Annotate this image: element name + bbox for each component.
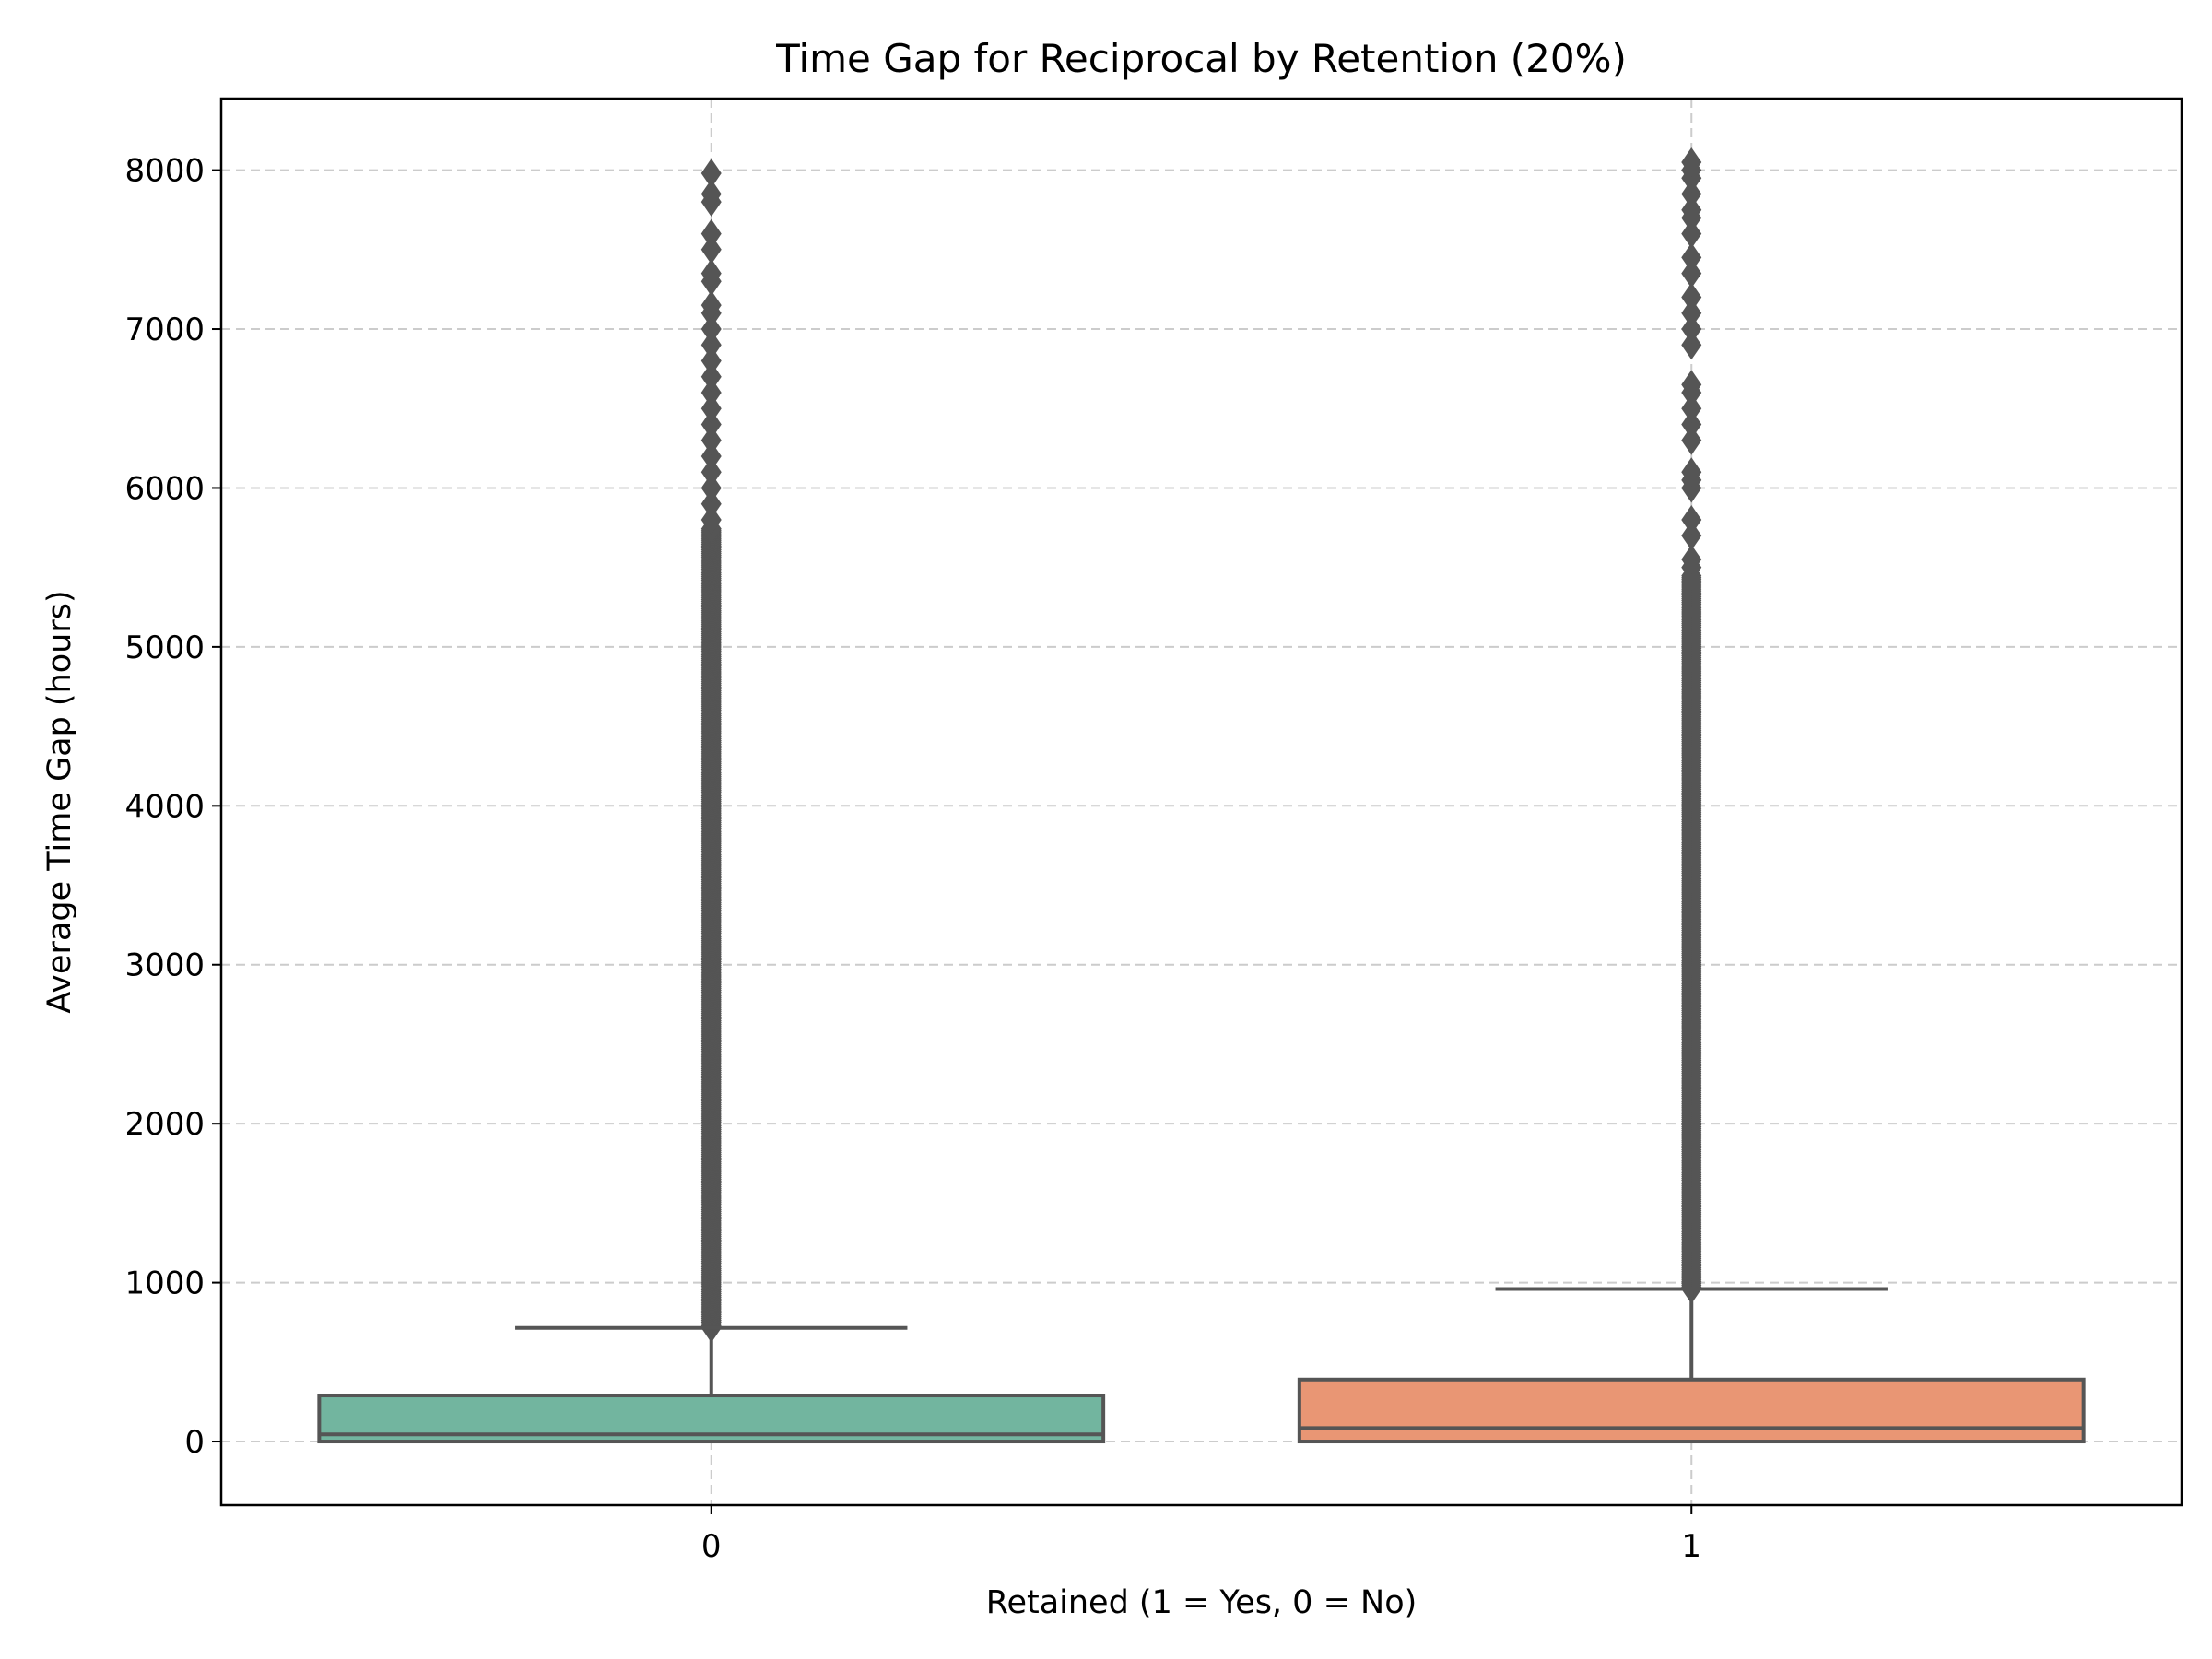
outlier-point	[700, 504, 722, 535]
outlier-point	[1681, 218, 1702, 249]
x-axis-label: Retained (1 = Yes, 0 = No)	[986, 1584, 1418, 1621]
outlier-point	[1681, 457, 1702, 488]
outlier-point	[1681, 179, 1702, 209]
grid-lines	[221, 99, 2182, 1505]
outlier-point	[700, 179, 722, 209]
y-tick-label: 8000	[124, 153, 205, 190]
outlier-point	[1681, 370, 1702, 400]
outlier-point	[700, 425, 722, 455]
y-tick-label: 4000	[124, 788, 205, 825]
outlier-point	[1681, 282, 1702, 312]
outlier-point	[700, 346, 722, 376]
box-series	[317, 147, 2086, 1444]
outlier-point	[1681, 147, 1702, 177]
outlier-point	[1681, 504, 1702, 535]
outlier-point	[700, 314, 722, 345]
outlier-point	[700, 441, 722, 471]
outlier-point	[1681, 194, 1702, 225]
outlier-point	[700, 290, 722, 321]
outlier-point	[1681, 258, 1702, 288]
outlier-point	[700, 234, 722, 265]
outlier-point	[700, 473, 722, 503]
outlier-point	[700, 218, 722, 249]
y-tick-label: 5000	[124, 629, 205, 666]
y-tick-label: 0	[184, 1424, 205, 1461]
outlier-point	[1681, 521, 1702, 551]
outlier-point	[1681, 425, 1702, 455]
outlier-point	[1681, 242, 1702, 273]
outlier-point	[700, 258, 722, 288]
outlier-point	[1681, 545, 1702, 575]
outlier-point	[700, 159, 722, 189]
box-group-0	[317, 159, 1106, 1444]
outlier-point	[700, 409, 722, 440]
outlier-point	[700, 394, 722, 424]
x-tick-label: 0	[701, 1528, 722, 1565]
axis-ticks: 0 1000 2000 3000 4000 5000 6000 7000 8000 0 1	[124, 153, 1701, 1565]
chart-title: Time Gap for Reciprocal by Retention (20…	[775, 36, 1627, 81]
y-tick-label: 1000	[124, 1265, 205, 1302]
outlier-point	[700, 488, 722, 519]
outlier-point	[1681, 409, 1702, 440]
plot-frame	[219, 97, 2183, 1507]
outlier-point	[1681, 298, 1702, 328]
outlier-point	[700, 361, 722, 392]
box-iqr	[1297, 1377, 2086, 1444]
box-group-1	[1297, 147, 2086, 1444]
outlier-markers	[1681, 147, 1702, 1304]
y-tick-label: 7000	[124, 312, 205, 348]
x-tick-label: 1	[1681, 1528, 1701, 1565]
y-axis-label: Average Time Gap (hours)	[41, 590, 78, 1013]
outlier-point	[700, 330, 722, 360]
outlier-point	[1681, 314, 1702, 345]
outlier-point	[700, 377, 722, 407]
outlier-point	[1681, 330, 1702, 360]
y-tick-label: 6000	[124, 470, 205, 507]
outlier-markers	[700, 159, 722, 1343]
outlier-point	[700, 457, 722, 488]
y-tick-label: 2000	[124, 1106, 205, 1143]
y-tick-label: 3000	[124, 947, 205, 984]
outlier-point	[1681, 394, 1702, 424]
